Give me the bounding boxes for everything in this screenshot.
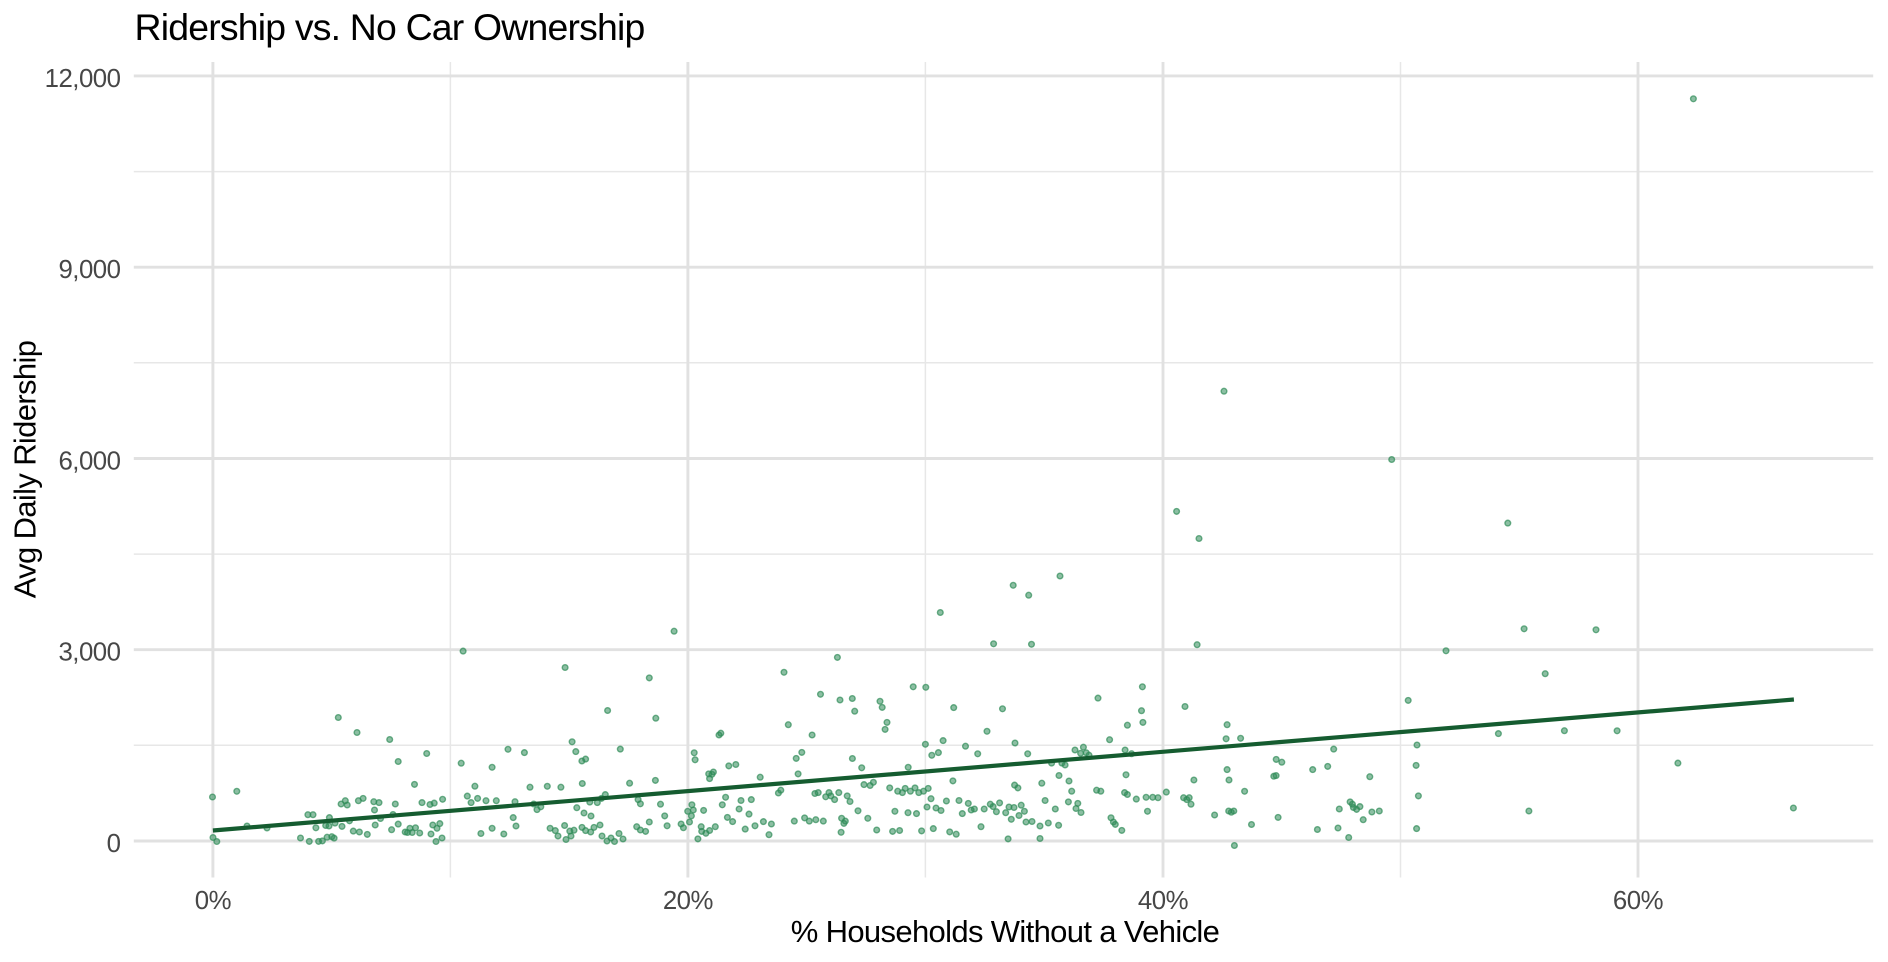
svg-text:9,000: 9,000 xyxy=(58,256,120,284)
svg-text:20%: 20% xyxy=(663,887,714,915)
svg-text:60%: 60% xyxy=(1613,887,1664,915)
svg-text:0: 0 xyxy=(107,830,121,858)
svg-text:3,000: 3,000 xyxy=(58,639,120,667)
svg-text:40%: 40% xyxy=(1138,887,1189,915)
svg-text:6,000: 6,000 xyxy=(58,448,120,476)
svg-text:0%: 0% xyxy=(195,887,232,915)
svg-text:Ridership vs. No Car Ownership: Ridership vs. No Car Ownership xyxy=(135,6,645,48)
svg-text:12,000: 12,000 xyxy=(45,65,121,93)
svg-text:% Households Without a Vehicle: % Households Without a Vehicle xyxy=(791,914,1220,949)
svg-text:Avg Daily Ridership: Avg Daily Ridership xyxy=(8,341,43,599)
